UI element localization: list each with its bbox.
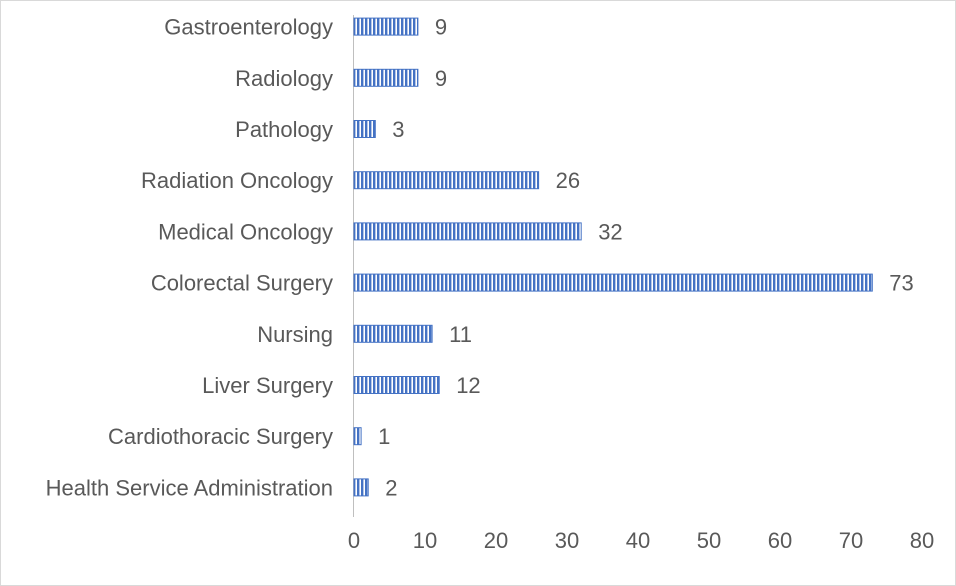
category-label: Colorectal Surgery (151, 271, 333, 296)
x-tick-label: 80 (910, 528, 934, 553)
data-label: 73 (889, 271, 913, 296)
category-label: Nursing (257, 322, 333, 347)
data-label: 11 (449, 322, 472, 347)
data-label: 9 (435, 15, 447, 40)
x-tick-label: 10 (413, 528, 437, 553)
category-label: Medical Oncology (158, 219, 333, 244)
bar (353, 68, 419, 87)
bar (353, 17, 419, 36)
bar (353, 427, 362, 446)
category-label: Gastroenterology (164, 15, 333, 40)
x-tick-label: 60 (768, 528, 792, 553)
data-label: 9 (435, 66, 447, 91)
data-label: 1 (378, 424, 390, 449)
category-label: Cardiothoracic Surgery (108, 424, 333, 449)
bar (353, 273, 873, 292)
bar (353, 171, 540, 190)
category-label: Radiation Oncology (141, 168, 333, 193)
category-label: Health Service Administration (46, 475, 333, 500)
x-tick-label: 0 (348, 528, 360, 553)
category-label: Radiology (235, 66, 333, 91)
category-label: Liver Surgery (202, 373, 333, 398)
data-label: 32 (598, 219, 622, 244)
x-tick-label: 50 (697, 528, 721, 553)
x-tick-label: 40 (626, 528, 650, 553)
data-label: 26 (556, 168, 580, 193)
data-label: 12 (456, 373, 480, 398)
category-label: Pathology (235, 117, 333, 142)
bar (353, 222, 582, 241)
x-tick-label: 20 (484, 528, 508, 553)
bar (353, 324, 433, 343)
x-tick-label: 30 (555, 528, 579, 553)
bar (353, 376, 440, 394)
bar (353, 120, 376, 138)
data-label: 2 (385, 475, 397, 500)
bar (353, 478, 369, 497)
x-tick-label: 70 (839, 528, 863, 553)
data-label: 3 (392, 117, 404, 142)
